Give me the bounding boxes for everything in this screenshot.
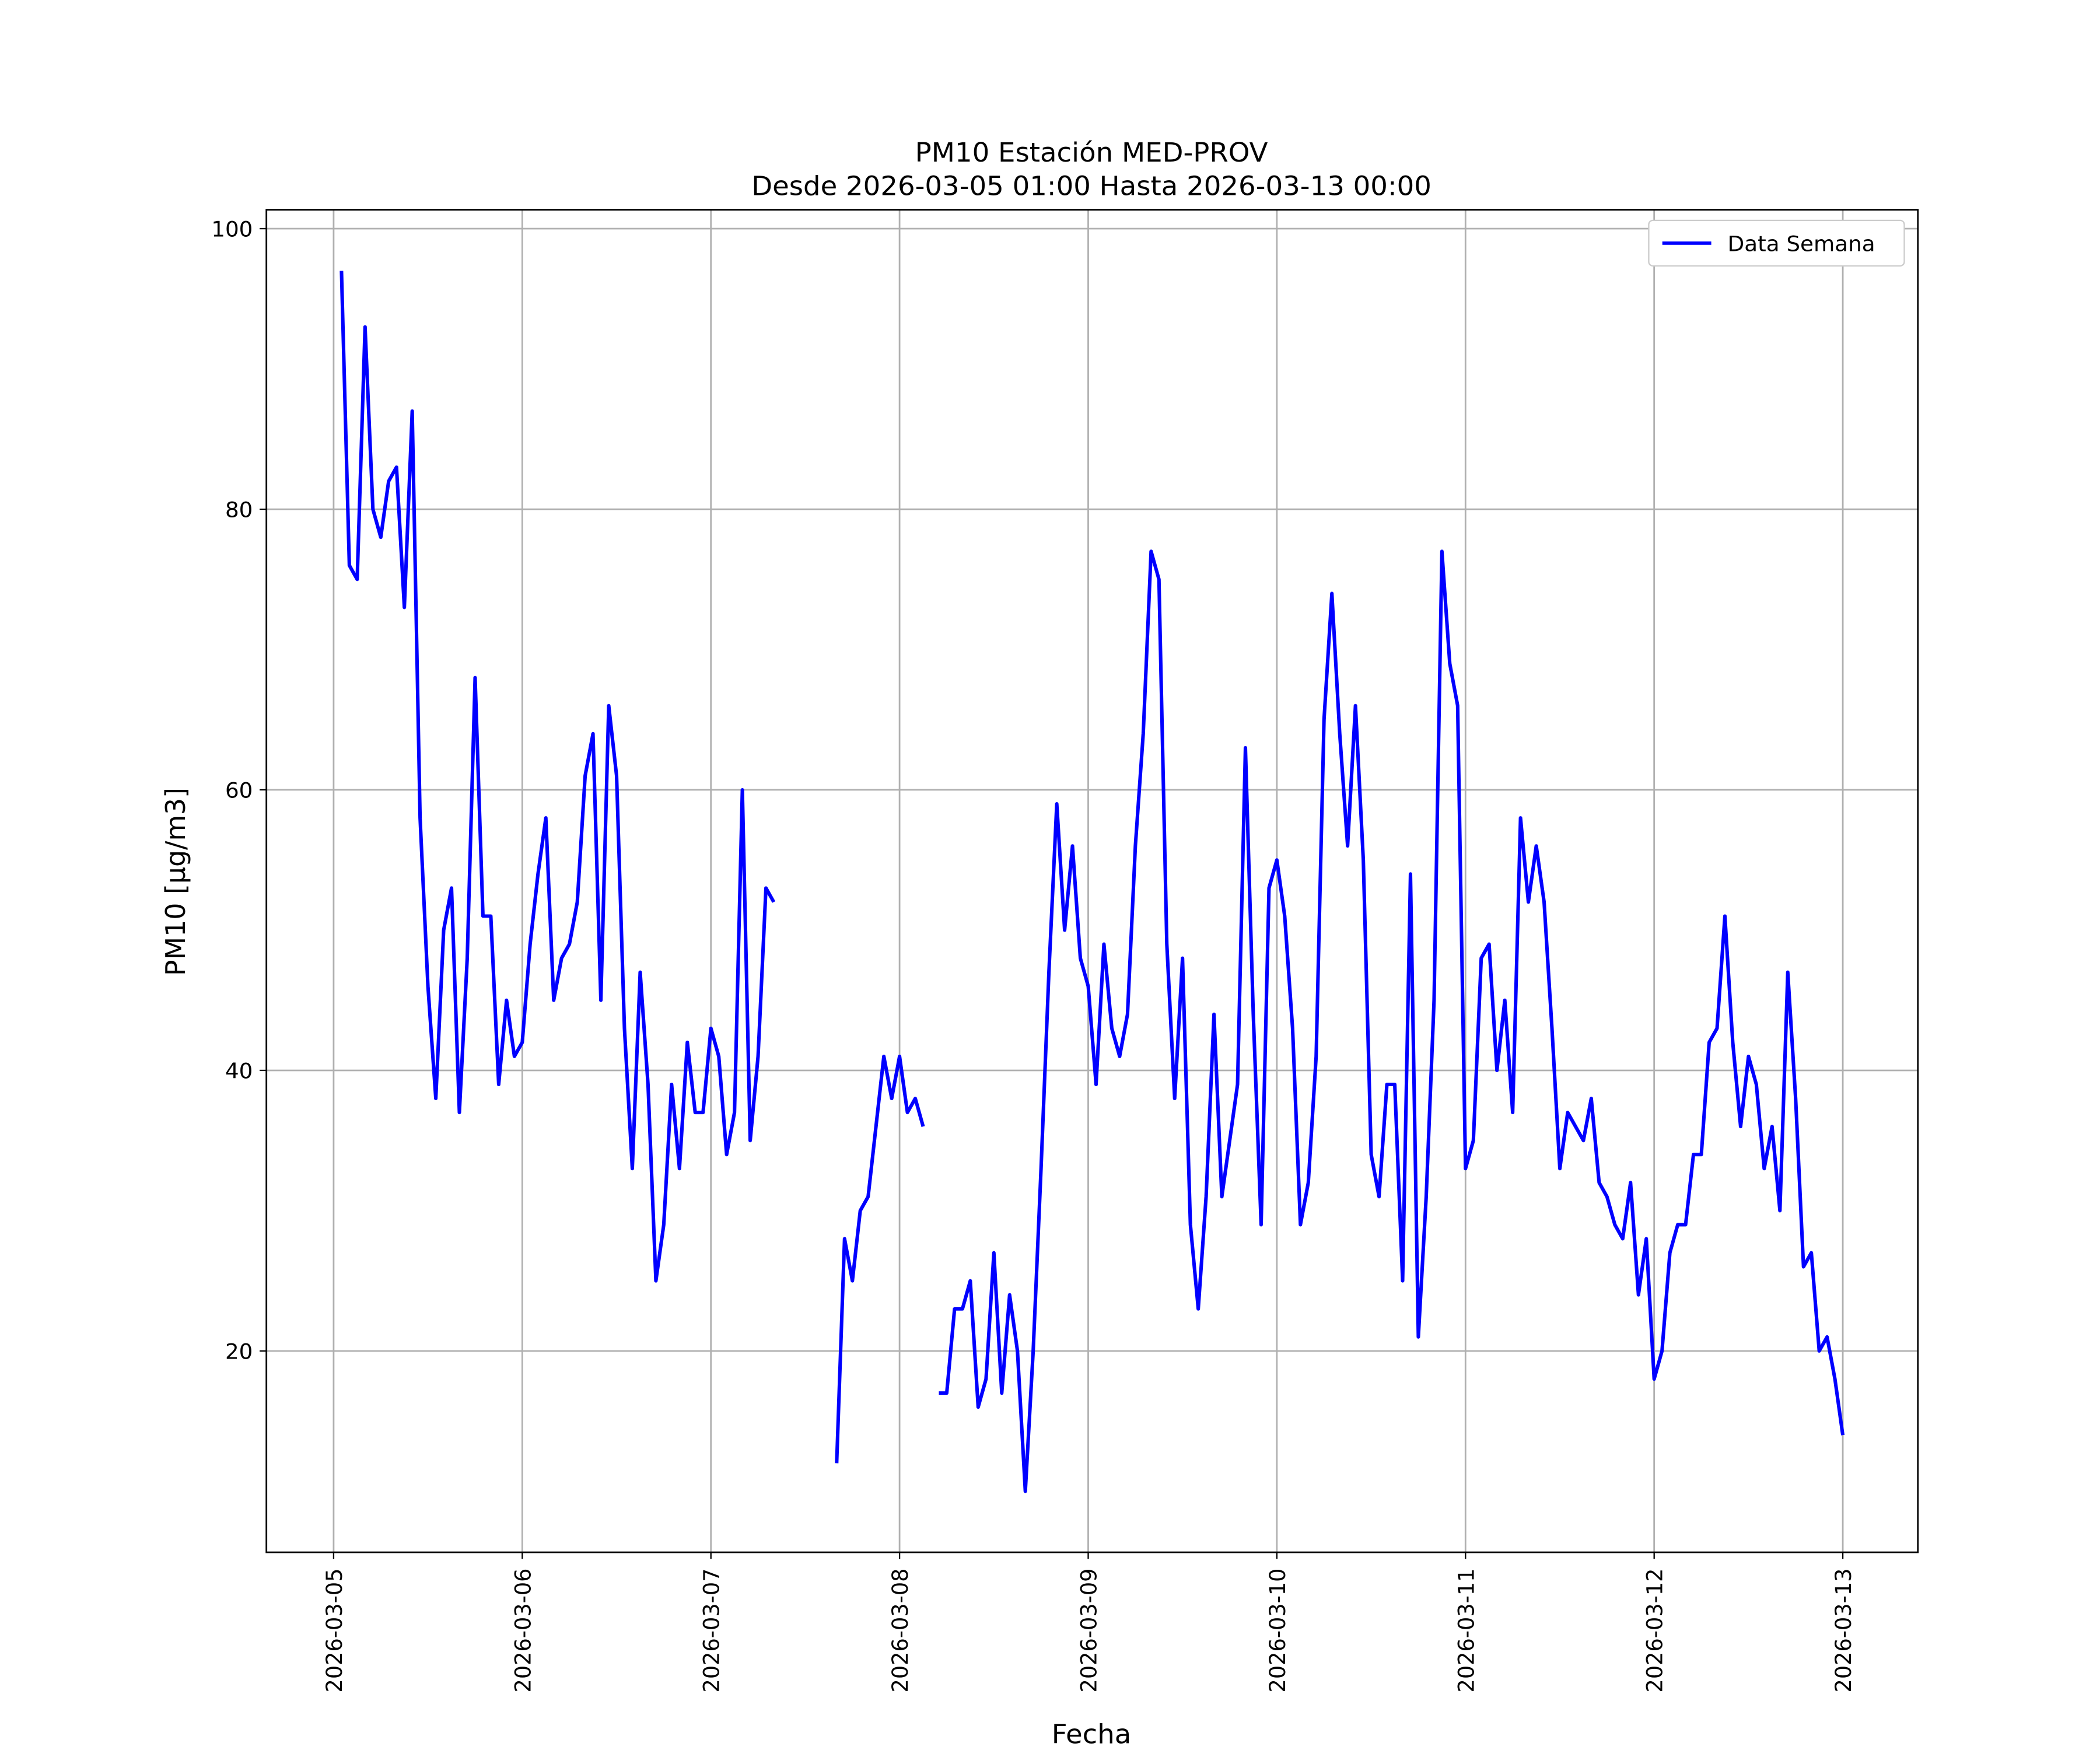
legend-box	[1648, 219, 1905, 267]
x-tick-label: 2026-03-12	[1642, 1569, 1667, 1693]
chart-subtitle: Desde 2026-03-05 01:00 Hasta 2026-03-13 …	[751, 170, 1432, 202]
y-tick-label: 60	[225, 778, 253, 803]
x-tick-label: 2026-03-05	[322, 1569, 347, 1693]
y-tick-label: 40	[225, 1059, 253, 1084]
data-line	[340, 271, 1845, 1493]
x-tick-label: 2026-03-11	[1454, 1569, 1479, 1693]
plot-frame	[265, 209, 1919, 1553]
x-tick-label: 2026-03-08	[888, 1569, 913, 1693]
chart-title: PM10 Estación MED-PROV	[915, 136, 1268, 168]
x-tick-label: 2026-03-13	[1831, 1569, 1856, 1693]
y-tick-label: 20	[225, 1339, 253, 1364]
y-tick-label: 80	[225, 498, 253, 523]
x-tick-label: 2026-03-09	[1076, 1569, 1101, 1693]
x-tick-label: 2026-03-07	[699, 1569, 724, 1693]
legend-label: Data Semana	[1728, 232, 1875, 257]
x-axis-label: Fecha	[1052, 1718, 1132, 1750]
y-tick-label: 100	[211, 217, 253, 242]
x-tick-label: 2026-03-10	[1265, 1569, 1290, 1693]
x-tick-label: 2026-03-06	[510, 1569, 536, 1693]
y-axis-label: PM10 [μg/m3]	[160, 788, 191, 976]
